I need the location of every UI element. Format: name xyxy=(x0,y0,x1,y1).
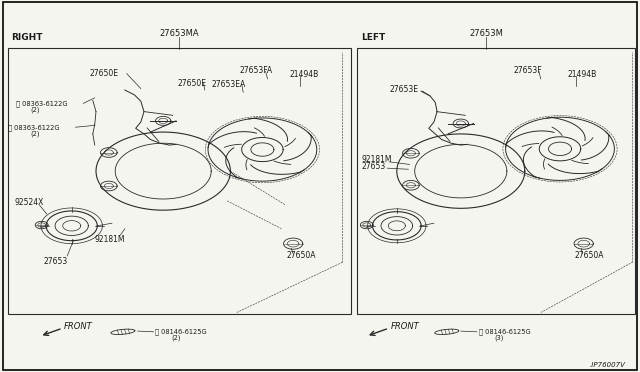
Text: 27650A: 27650A xyxy=(575,251,604,260)
Text: (2): (2) xyxy=(31,130,40,137)
Text: 92181M: 92181M xyxy=(362,155,392,164)
Text: (2): (2) xyxy=(172,334,181,341)
Text: Ⓑ 08146-6125G: Ⓑ 08146-6125G xyxy=(479,328,531,335)
Text: 27650A: 27650A xyxy=(287,251,316,260)
Text: 27650E: 27650E xyxy=(178,79,207,88)
Text: RIGHT: RIGHT xyxy=(12,33,43,42)
Text: Ⓑ 08146-6125G: Ⓑ 08146-6125G xyxy=(155,328,207,335)
Text: (3): (3) xyxy=(494,334,504,341)
Text: 92181M: 92181M xyxy=(95,235,125,244)
Text: 27653: 27653 xyxy=(362,162,386,171)
Bar xyxy=(357,48,635,314)
Text: LEFT: LEFT xyxy=(362,33,386,42)
Text: 92524X: 92524X xyxy=(14,198,44,207)
Text: (2): (2) xyxy=(31,106,40,113)
Text: 27653: 27653 xyxy=(44,257,68,266)
Text: 27653EA: 27653EA xyxy=(211,80,246,89)
Text: 27653MA: 27653MA xyxy=(159,29,199,38)
Text: 27653E: 27653E xyxy=(389,85,418,94)
Text: FRONT: FRONT xyxy=(390,322,419,331)
Bar xyxy=(8,48,351,314)
Text: 21494B: 21494B xyxy=(567,70,596,79)
Text: 27653M: 27653M xyxy=(470,29,503,38)
Text: Ⓑ 08363-6122G: Ⓑ 08363-6122G xyxy=(8,124,59,131)
Text: 21494B: 21494B xyxy=(289,70,319,79)
Text: .IP76007V: .IP76007V xyxy=(590,362,626,368)
Text: 27650E: 27650E xyxy=(90,69,118,78)
Text: 27653F: 27653F xyxy=(513,66,542,75)
Text: 27653FA: 27653FA xyxy=(240,66,273,75)
Text: FRONT: FRONT xyxy=(64,322,93,331)
Text: Ⓑ 08363-6122G: Ⓑ 08363-6122G xyxy=(16,100,67,107)
